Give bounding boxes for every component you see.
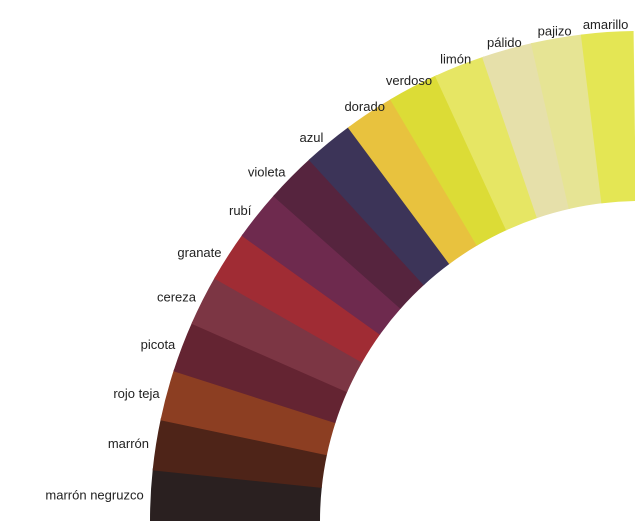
segment-amarillo <box>580 31 635 204</box>
segment-rojo-teja <box>160 369 336 456</box>
label-azul: azul <box>300 130 324 145</box>
segment-dorado <box>347 98 478 265</box>
label-marron-negruzco: marrón negruzco <box>45 487 143 502</box>
label-violeta: violeta <box>248 165 286 180</box>
wheel-segments <box>150 31 635 521</box>
label-rubi: rubí <box>229 203 252 218</box>
label-rojo-teja: rojo teja <box>113 386 160 401</box>
label-palido: pálido <box>487 35 522 50</box>
segment-palido <box>482 42 571 219</box>
segment-marron <box>152 418 328 488</box>
label-dorado: dorado <box>344 99 384 114</box>
segment-marron-negruzco <box>150 468 322 521</box>
wheel-labels: marrón negruzco marrón rojo teja picota cere… <box>45 17 628 502</box>
segment-azul <box>308 126 451 286</box>
segment-violeta <box>273 158 425 309</box>
segment-limon <box>434 56 539 231</box>
label-marron: marrón <box>108 436 149 451</box>
label-limon: limón <box>440 51 471 66</box>
segment-rubi <box>241 194 402 335</box>
label-pajizo: pajizo <box>538 23 572 38</box>
label-verdoso: verdoso <box>386 73 432 88</box>
label-cereza: cereza <box>157 290 197 305</box>
label-picota: picota <box>141 337 176 352</box>
label-granate: granate <box>177 245 221 260</box>
segment-pajizo <box>530 34 603 210</box>
segment-verdoso <box>390 75 508 246</box>
label-amarillo: amarillo <box>583 17 629 32</box>
segment-granate <box>214 234 381 363</box>
segment-picota <box>173 321 348 424</box>
segment-cereza <box>191 276 363 393</box>
